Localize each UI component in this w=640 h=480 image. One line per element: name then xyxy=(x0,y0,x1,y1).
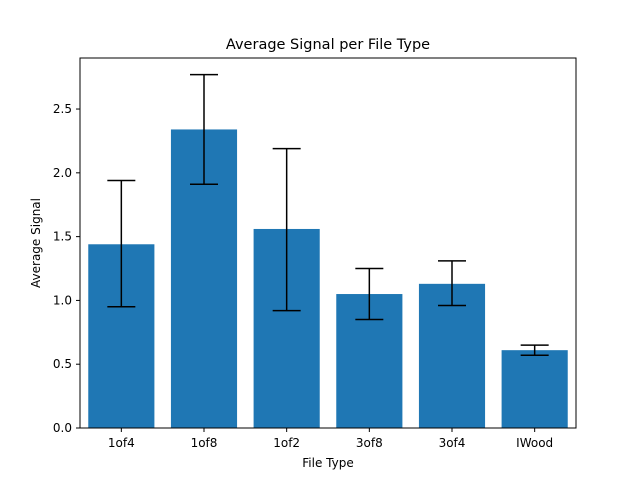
y-tick-label: 0.0 xyxy=(53,421,72,435)
y-axis-label: Average Signal xyxy=(29,198,43,288)
y-axis-ticks: 0.0 0.5 1.0 1.5 2.0 2.5 xyxy=(53,102,80,435)
y-tick-label: 2.5 xyxy=(53,102,72,116)
errorbar-1of8 xyxy=(190,73,218,186)
y-tick-label: 1.0 xyxy=(53,293,72,307)
errorbar-1of2 xyxy=(272,147,301,312)
errorbar-1of4 xyxy=(107,179,136,308)
errorbar-3of4 xyxy=(438,260,466,307)
y-tick-label: 1.5 xyxy=(53,230,72,244)
x-axis-ticks: 1of4 1of8 1of2 3of8 3of4 IWood xyxy=(108,428,553,450)
x-tick-label: 3of4 xyxy=(439,436,466,450)
plot-area: 1of4 1of8 1of2 3of8 3of4 IWood 0.0 0.5 1.0 1.5 2.… xyxy=(53,57,577,450)
x-tick-label: 1of2 xyxy=(273,436,300,450)
errorbar-IWood xyxy=(520,344,549,357)
x-tick-label: 3of8 xyxy=(356,436,383,450)
bar-3of4 xyxy=(418,283,486,428)
axes-frame xyxy=(79,57,577,429)
errorbar-3of8 xyxy=(355,267,384,321)
x-tick-label: 1of8 xyxy=(191,436,218,450)
x-tick-label: 1of4 xyxy=(108,436,135,450)
y-tick-label: 2.0 xyxy=(53,166,72,180)
bar-IWood xyxy=(501,350,568,428)
y-tick-label: 0.5 xyxy=(53,357,72,371)
x-tick-label: IWood xyxy=(516,436,553,450)
chart-title: Average Signal per File Type xyxy=(226,37,430,53)
errorbars-group xyxy=(107,73,549,357)
x-axis-label: File Type xyxy=(302,456,353,470)
